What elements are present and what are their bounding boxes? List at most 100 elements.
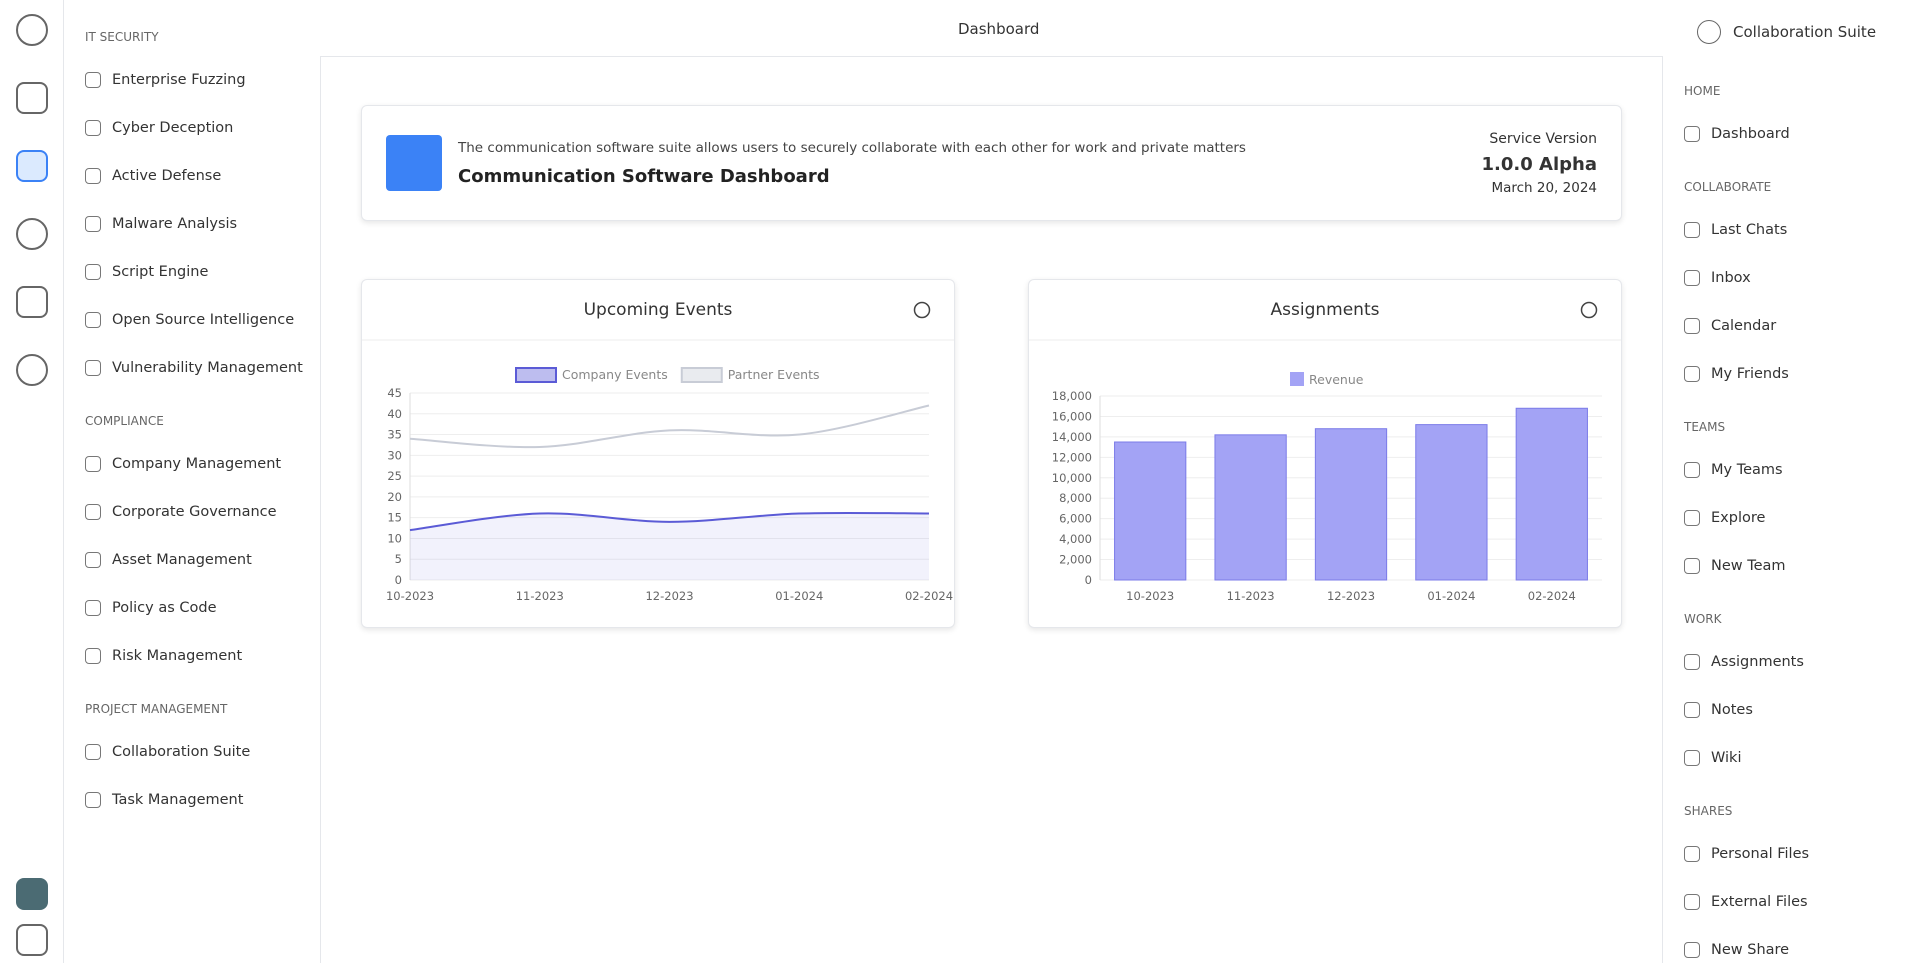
nav-item[interactable]: Enterprise Fuzzing <box>85 56 315 104</box>
x-tick-label: 02-2024 <box>905 589 953 603</box>
app-switcher[interactable]: Collaboration Suite <box>1697 20 1876 44</box>
nav-icon <box>85 72 101 88</box>
y-tick-label: 6,000 <box>1059 512 1092 526</box>
chart: Upcoming Events 0 5 10 15 20 25 30 35 40 45 10-2023… <box>362 300 954 603</box>
x-tick-label: 11-2023 <box>1227 589 1275 603</box>
avatar[interactable] <box>16 878 48 910</box>
nav-icon <box>85 312 101 328</box>
date: March 20, 2024 <box>1491 180 1597 196</box>
area <box>410 512 929 580</box>
nav-label: Risk Management <box>112 648 243 664</box>
nav-item[interactable]: Last Chats <box>1684 206 1914 254</box>
y-tick-label: 10,000 <box>1052 471 1092 485</box>
nav-item[interactable]: Task Management <box>85 776 315 824</box>
nav-label: Enterprise Fuzzing <box>112 72 246 88</box>
nav-item[interactable]: Notes <box>1684 686 1914 734</box>
version-label: Service Version <box>1489 131 1597 147</box>
section-title: COMPLIANCE <box>85 414 164 428</box>
nav-icon <box>1684 702 1700 718</box>
nav-item[interactable]: Policy as Code <box>85 584 315 632</box>
nav-item[interactable]: Dashboard <box>1684 110 1914 158</box>
logout-icon[interactable] <box>16 924 48 956</box>
nav-item[interactable]: Calendar <box>1684 302 1914 350</box>
y-tick-label: 25 <box>387 469 402 483</box>
nav-item[interactable]: My Teams <box>1684 446 1914 494</box>
x-tick-label: 11-2023 <box>516 589 564 603</box>
nav-icon <box>1684 270 1700 286</box>
y-tick-label: 12,000 <box>1052 450 1092 464</box>
nav-icon <box>85 600 101 616</box>
app-name: Collaboration Suite <box>1733 23 1877 41</box>
nav-item[interactable]: My Friends <box>1684 350 1914 398</box>
nav-icon <box>1684 894 1700 910</box>
x-tick-label: 02-2024 <box>1528 589 1576 603</box>
nav-icon <box>85 120 101 136</box>
nav-item[interactable]: Inbox <box>1684 254 1914 302</box>
nav-item[interactable]: Collaboration Suite <box>85 728 315 776</box>
y-tick-label: 0 <box>395 573 402 587</box>
nav-item[interactable]: Script Engine <box>85 248 315 296</box>
legend-swatch <box>515 367 557 383</box>
nav-label: Open Source Intelligence <box>112 312 295 328</box>
nav-item[interactable]: Personal Files <box>1684 830 1914 878</box>
nav-icon <box>85 216 101 232</box>
y-tick-label: 5 <box>395 552 402 566</box>
line <box>409 404 930 449</box>
nav-label: Asset Management <box>112 552 252 568</box>
nav-label: Company Management <box>112 456 282 472</box>
chart-title: Assignments <box>1271 300 1380 320</box>
section-title: HOME <box>1684 84 1721 98</box>
y-tick-label: 45 <box>387 386 402 400</box>
nav-item[interactable]: Malware Analysis <box>85 200 315 248</box>
nav-label: Personal Files <box>1711 846 1810 862</box>
nav-label: External Files <box>1711 894 1808 910</box>
banner: The communication software suite allows … <box>361 105 1622 221</box>
nav-item[interactable]: New Team <box>1684 542 1914 590</box>
nav-item[interactable]: Cyber Deception <box>85 104 315 152</box>
nav-icon <box>1684 318 1700 334</box>
nav-item[interactable]: External Files <box>1684 878 1914 926</box>
nav-item[interactable]: Asset Management <box>85 536 315 584</box>
y-tick-label: 16,000 <box>1052 409 1092 423</box>
nav-icon <box>85 744 101 760</box>
nav-item[interactable]: Assignments <box>1684 638 1914 686</box>
legend-label: Partner Events <box>728 367 820 382</box>
nav-label: Explore <box>1711 510 1766 526</box>
nav-item[interactable]: Company Management <box>85 440 315 488</box>
chart-icon[interactable] <box>16 218 48 250</box>
nav-item[interactable]: Vulnerability Management <box>85 344 315 392</box>
dashboard-icon[interactable] <box>16 150 48 182</box>
home-icon[interactable] <box>16 82 48 114</box>
nav-item[interactable]: New Share <box>1684 926 1914 974</box>
bell-icon[interactable] <box>16 286 48 318</box>
nav-item[interactable]: Active Defense <box>85 152 315 200</box>
line <box>409 511 930 532</box>
section-title: IT SECURITY <box>85 30 159 44</box>
x-tick-label: 12-2023 <box>1327 589 1375 603</box>
nav-item[interactable]: Explore <box>1684 494 1914 542</box>
y-tick-label: 30 <box>387 448 402 462</box>
x-tick-label: 01-2024 <box>775 589 823 603</box>
x-tick-label: 10-2023 <box>386 589 434 603</box>
help-icon <box>913 301 931 319</box>
banner-title: Communication Software Dashboard <box>458 166 830 187</box>
nav-item[interactable]: Risk Management <box>85 632 315 680</box>
legend-label: Revenue <box>1309 372 1364 387</box>
y-tick-label: 4,000 <box>1059 532 1092 546</box>
nav-label: Inbox <box>1711 270 1751 286</box>
nav-label: Collaboration Suite <box>112 744 251 760</box>
section-title: PROJECT MANAGEMENT <box>85 702 228 716</box>
left-nav: IT SECURITY Enterprise Fuzzing Cyber Decep… <box>85 8 315 824</box>
nav-item[interactable]: Open Source Intelligence <box>85 296 315 344</box>
nav-label: Calendar <box>1711 318 1777 334</box>
nav-label: Corporate Governance <box>112 504 277 520</box>
nav-label: Task Management <box>112 792 244 808</box>
nav-label: Vulnerability Management <box>112 360 303 376</box>
y-tick-label: 15 <box>387 511 402 525</box>
bar <box>1214 434 1287 581</box>
nav-item[interactable]: Corporate Governance <box>85 488 315 536</box>
nav-item[interactable]: Wiki <box>1684 734 1914 782</box>
y-tick-label: 2,000 <box>1059 553 1092 567</box>
settings-icon[interactable] <box>16 354 48 386</box>
y-tick-label: 18,000 <box>1052 389 1092 403</box>
